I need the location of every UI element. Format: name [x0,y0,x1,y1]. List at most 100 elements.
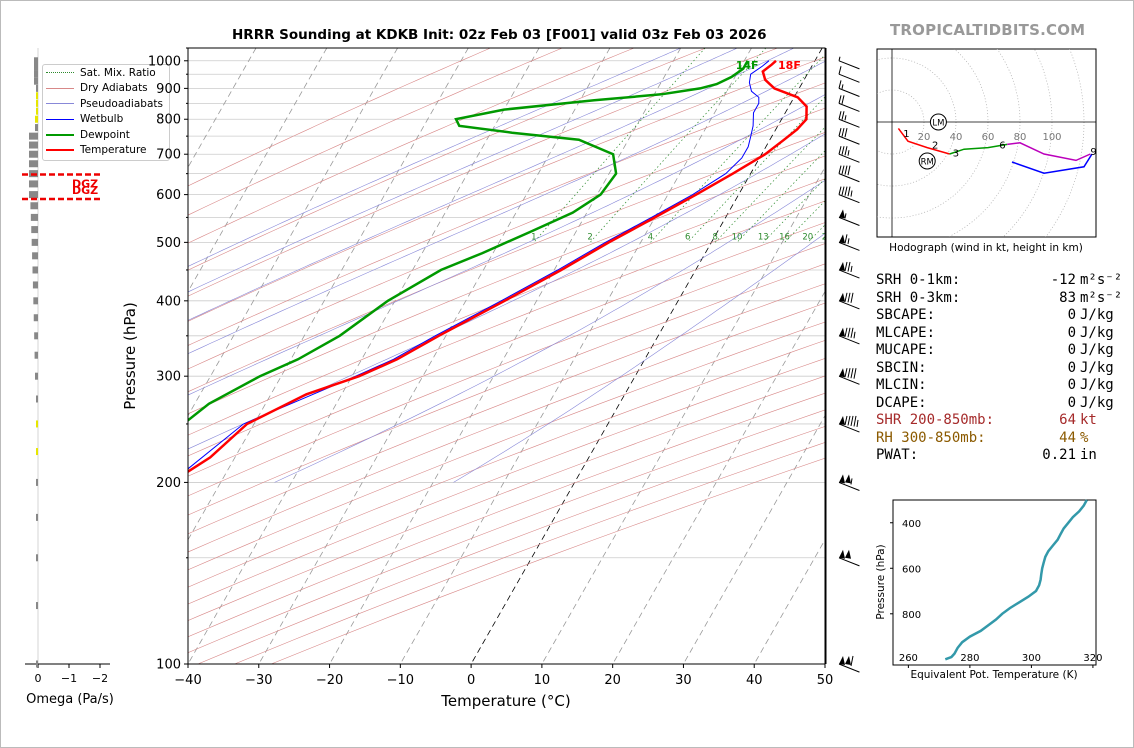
mixing-ratio-label: 4 [648,232,653,242]
omega-bar [29,150,38,158]
x-tick-label: 50 [817,673,834,688]
stat-row: RH 300-850mb: 44% [876,430,1122,448]
y-tick-label: 300 [156,370,181,385]
barb-feather [850,415,854,427]
mixing-ratio-label: 10 [732,232,743,242]
storm-motion-marker [929,113,947,131]
x-tick-label: 30 [675,673,692,688]
pseudoadiabat [274,180,825,483]
stat-label: PWAT: [876,447,919,463]
barb-pennant [839,292,845,302]
wind-barb [838,335,860,345]
stat-value: 0 [1067,394,1076,411]
dry-adiabat [188,392,825,638]
omega-bar [36,84,38,92]
stat-label: SHR 200-850mb: [876,412,995,428]
barb-feather [838,66,842,75]
omega-bar [36,478,38,486]
mixing-ratio-label: 24 [822,232,833,242]
barb-feather [838,186,842,195]
stat-unit: J/kg [1080,377,1114,393]
skewt-axes: 18F 14F −40 −30 −20 −10 0 10 20 30 40 50 100 200 300 40… [148,47,834,688]
barb-feather [838,80,842,89]
dry-adiabat [188,48,563,216]
stat-value: 83 [1059,289,1076,306]
dry-adiabat [188,48,778,297]
wind-barb [838,153,860,163]
stat-label: MLCAPE: [876,324,936,341]
barb-feather [844,292,848,302]
dry-adiabat [188,409,825,654]
barb-feather [853,415,857,427]
barb-pennant [839,327,845,337]
barb-half-feather [844,213,847,219]
theta-e-ylabel: Pressure (hPa) [875,544,887,619]
barb-pennant [845,656,851,665]
mixing-ratio-label: 16 [779,232,790,242]
wind-barb [838,300,860,310]
wind-barb [838,194,860,204]
theta-e-x-tick-label: 300 [1022,653,1041,664]
isotherm [188,48,469,541]
chart-legend: Sat. Mix. Ratio Dry Adiabats Pseudoadiab… [42,64,170,161]
barb-feather [844,327,848,337]
sounding-stats: SRH 0-1km: -12 m²s⁻² SRH 0-3km: 83 m²s⁻² SBCAP… [876,272,1122,465]
legend-item-dry: Dry Adiabats [46,81,169,97]
legend-item-wetbulb: Wetbulb [46,112,169,128]
barb-pennant [839,474,845,484]
omega-bar [36,554,38,562]
stat-unit: kt [1080,412,1097,428]
barb-feather [841,165,845,175]
hodograph-height-label: 9 [1090,147,1096,158]
hodograph-ring-label: 100 [1042,132,1061,143]
omega-bar [36,395,38,403]
theta-e-xlabel: Equivalent Pot. Temperature (K) [910,669,1077,681]
omega-bar [31,226,38,234]
barb-feather [838,146,842,155]
y-tick-label: 500 [156,236,181,251]
mixing-ratio-label: 36 [866,232,877,242]
barb-pennant [839,368,845,378]
dry-adiabat [188,375,825,621]
mixing-ratio-label: 8 [712,232,717,242]
y-tick-label: 700 [156,148,181,163]
stat-unit: J/kg [1080,307,1114,323]
omega-bar [29,180,38,188]
omega-bar [30,202,38,210]
dry-adiabat [188,243,825,497]
storm-motion-label: RM [921,158,934,168]
hodograph-segment [1007,142,1091,162]
barb-feather [850,327,854,338]
dry-adiabat [188,82,825,346]
stat-label: SBCAPE: [876,307,936,323]
y-tick-label: 400 [156,294,181,309]
barb-pennant [845,549,851,559]
stat-row: SHR 200-850mb: 64 kt [876,412,1122,430]
chart-title: HRRR Sounding at KDKB Init: 02z Feb 03 [… [232,27,767,43]
barb-feather [838,95,842,104]
omega-bar [34,332,38,340]
y-tick-label: 100 [156,658,181,673]
dgz-label: DGZ [72,177,98,190]
barb-pennant [839,261,845,271]
x-tick-label: 0 [467,673,475,688]
omega-bar [36,99,38,107]
mixing-ratio-label: 30 [846,232,857,242]
omega-bar [36,602,38,610]
pseudoadiabat [188,48,681,267]
pseudoadiabat [188,48,795,321]
omega-bar [33,297,38,305]
hodograph-height-label: 3 [953,148,959,159]
stat-label: SRH 0-3km: [876,289,961,306]
wind-barb [838,102,860,112]
y-axis-label: Pressure (hPa) [121,302,139,410]
y-tick-label: 600 [156,188,181,203]
wind-barb [838,241,860,251]
series-dewpoint [188,60,749,422]
barb-feather [841,186,845,196]
barb-feather [844,368,848,378]
x-tick-label: −30 [245,673,272,688]
wind-barb [838,269,860,279]
theta-e-line [944,499,1088,661]
barb-feather [847,327,851,338]
